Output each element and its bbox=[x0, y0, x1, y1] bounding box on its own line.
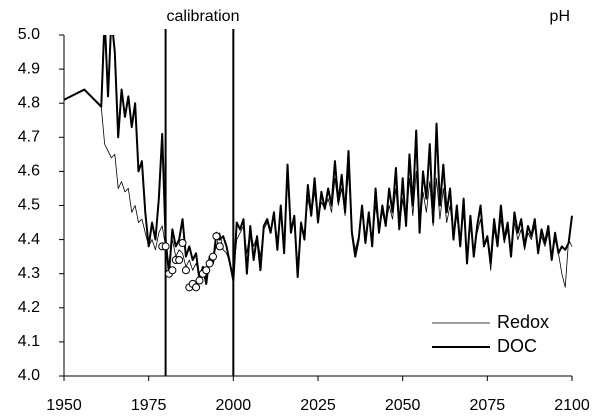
x-tick-label: 1975 bbox=[131, 397, 167, 414]
y-tick-label: 4.7 bbox=[18, 129, 40, 146]
series-line bbox=[64, 89, 573, 288]
observed-point bbox=[209, 252, 218, 261]
legend-label: Redox bbox=[497, 312, 549, 332]
x-tick-label: 2050 bbox=[385, 397, 421, 414]
observed-point bbox=[212, 232, 221, 241]
observed-point bbox=[168, 266, 177, 275]
series-line bbox=[64, 35, 573, 285]
y-tick-label: 4.3 bbox=[18, 265, 40, 282]
observed-point bbox=[178, 239, 187, 248]
x-tick-label: 1950 bbox=[46, 397, 82, 414]
y-tick-label: 4.1 bbox=[18, 333, 40, 350]
y-tick-label: 4.4 bbox=[18, 231, 40, 248]
observed-point bbox=[202, 266, 211, 275]
observed-point bbox=[192, 283, 201, 292]
y-tick-label: 4.8 bbox=[18, 94, 40, 111]
y-tick-label: 4.9 bbox=[18, 60, 40, 77]
observed-point bbox=[195, 276, 204, 285]
y-tick-label: 5.0 bbox=[18, 26, 40, 43]
observed-point bbox=[175, 256, 184, 265]
x-tick-label: 2075 bbox=[470, 397, 506, 414]
observed-point bbox=[181, 266, 190, 275]
x-tick-label: 2100 bbox=[554, 397, 590, 414]
observed-point bbox=[161, 242, 170, 251]
plot-area bbox=[64, 35, 573, 292]
legend-label: DOC bbox=[497, 336, 537, 356]
observed-point bbox=[215, 242, 224, 251]
y-axis-label: pH bbox=[550, 8, 570, 25]
y-tick-label: 4.5 bbox=[18, 197, 40, 214]
x-tick-label: 2025 bbox=[300, 397, 336, 414]
y-tick-label: 4.0 bbox=[18, 367, 40, 384]
y-tick-label: 4.2 bbox=[18, 299, 40, 316]
y-tick-label: 4.6 bbox=[18, 163, 40, 180]
annotation: calibration bbox=[167, 8, 240, 25]
observed-point bbox=[205, 259, 214, 268]
x-tick-label: 2000 bbox=[216, 397, 252, 414]
